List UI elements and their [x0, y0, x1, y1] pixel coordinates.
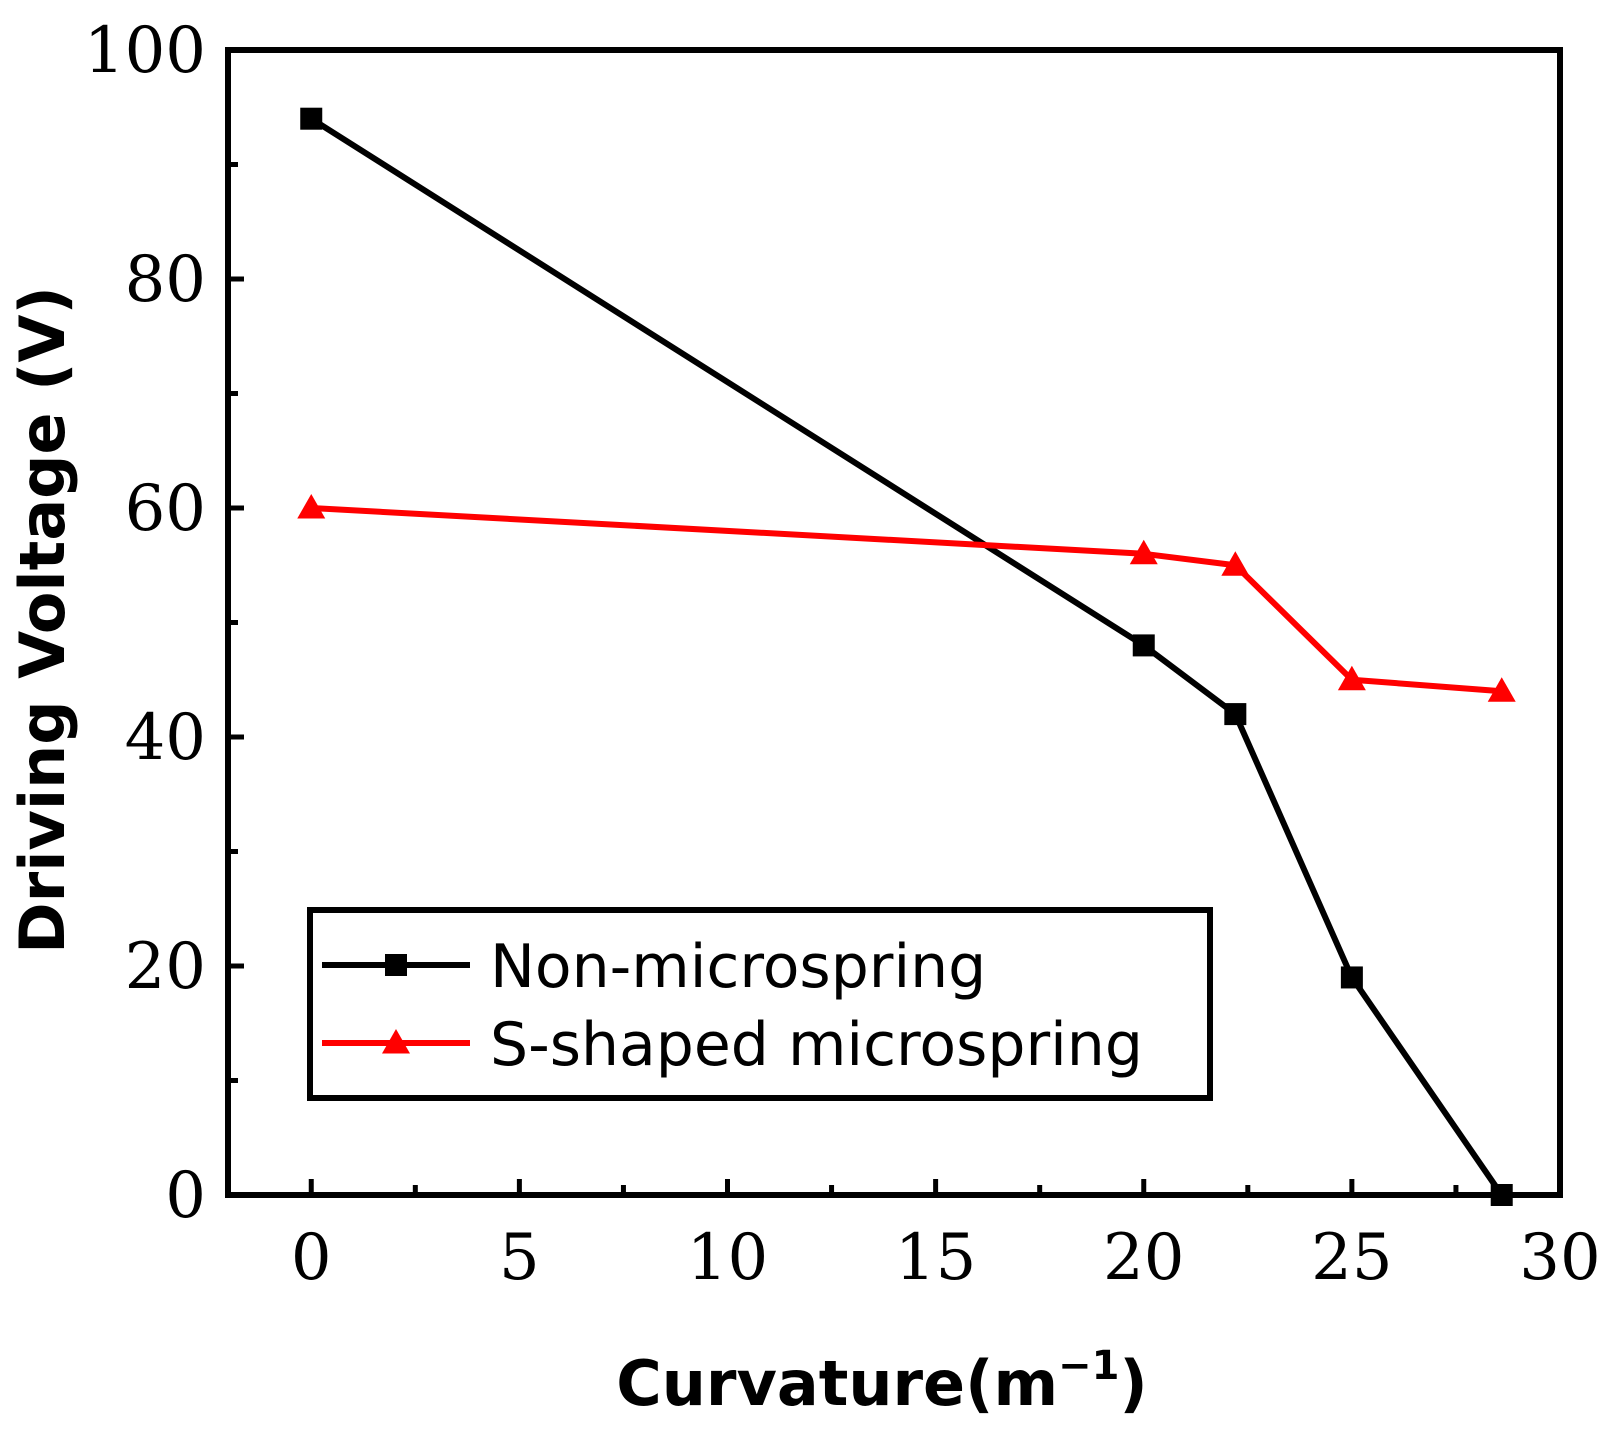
y-tick-label: 0: [165, 1159, 206, 1233]
legend-label: S-shaped microspring: [490, 1010, 1143, 1080]
data-point: [1490, 1184, 1513, 1206]
legend-marker: [382, 1029, 410, 1054]
data-point: [1224, 703, 1247, 726]
y-tick-label: 40: [125, 701, 206, 775]
data-point: [1129, 539, 1158, 565]
axes-layer: 0 5 10 15 20 25 30 0 20 40 60 80 100: [84, 14, 1601, 1295]
legend-marker: [385, 954, 407, 976]
data-point: [1221, 551, 1250, 576]
x-axis-title-main: Curvature(m: [616, 1347, 1058, 1420]
x-axis-title: Curvature(m−1): [616, 1343, 1148, 1420]
y-tick-label: 60: [125, 472, 206, 546]
series-s-shaped-microspring: [297, 494, 1516, 702]
legend: Non-microspring S-shaped microspring: [307, 907, 1213, 1101]
x-tick-label: 5: [499, 1221, 540, 1295]
data-point: [1337, 665, 1366, 691]
data-point: [297, 494, 326, 519]
data-point: [1340, 966, 1363, 989]
series-layer: [297, 107, 1516, 1206]
legend-label: Non-microspring: [490, 932, 986, 1002]
x-axis-title-sup: −1: [1058, 1343, 1119, 1389]
x-tick-label: 20: [1103, 1221, 1184, 1295]
data-point: [300, 107, 323, 130]
y-tick-label: 80: [125, 243, 206, 317]
x-tick-label: 0: [291, 1221, 332, 1295]
x-tick-label: 30: [1519, 1221, 1600, 1295]
data-point: [1132, 634, 1155, 657]
x-tick-label: 25: [1311, 1221, 1392, 1295]
x-tick-label: 15: [895, 1221, 976, 1295]
y-axis-title: Driving Voltage (V): [6, 286, 79, 954]
y-tick-label: 20: [125, 930, 206, 1004]
series-line: [311, 505, 1502, 695]
y-tick-label: 100: [84, 14, 206, 88]
legend-frame: [307, 907, 1213, 1101]
x-axis-title-close: ): [1119, 1347, 1147, 1420]
series-non-microspring: [300, 107, 1513, 1206]
data-point: [1487, 677, 1516, 702]
x-tick-label: 10: [687, 1221, 768, 1295]
